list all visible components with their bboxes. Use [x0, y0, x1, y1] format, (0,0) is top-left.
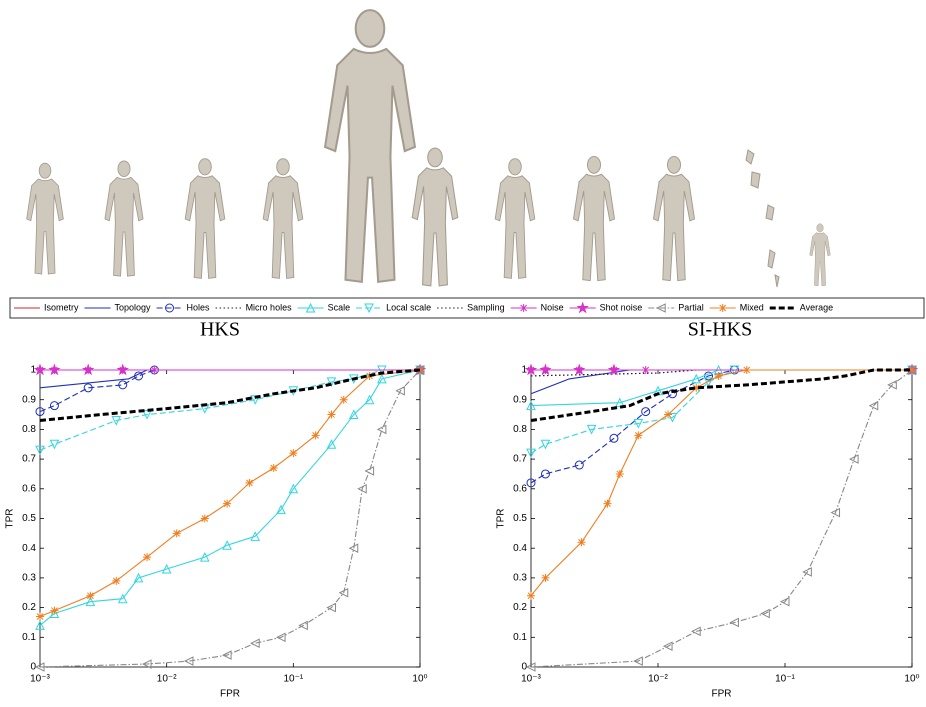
y-tick-label: 0.6	[22, 483, 36, 494]
marker	[578, 538, 586, 546]
legend-marker	[520, 304, 528, 312]
y-tick-label: 0.4	[22, 543, 36, 554]
y-tick-label: 0.2	[22, 602, 36, 613]
marker	[223, 500, 231, 508]
legend-label: Mixed	[740, 302, 764, 312]
marker	[50, 607, 58, 615]
y-tick-label: 1	[521, 365, 527, 376]
legend-label: Scale	[328, 302, 351, 312]
plot-frame	[531, 370, 912, 667]
marker	[575, 461, 583, 469]
marker	[50, 440, 58, 448]
x-tick-label: 10⁰	[412, 674, 427, 685]
figure: Isometry Topology Holes Micro holes Scale Loc…	[0, 0, 926, 702]
legend-label: Shot noise	[600, 302, 643, 312]
series-line	[40, 370, 420, 388]
marker	[616, 470, 624, 478]
legend-marker	[719, 304, 727, 312]
marker	[541, 574, 549, 582]
legend-label: Noise	[541, 302, 564, 312]
legend-label: Sampling	[467, 302, 505, 312]
legend-label: Holes	[187, 302, 211, 312]
y-tick-label: 0.8	[513, 424, 527, 435]
y-tick-label: 0.1	[513, 632, 527, 643]
y-tick-label: 0.4	[513, 543, 527, 554]
x-axis-label: FPR	[712, 689, 732, 700]
y-tick-label: 0.7	[22, 454, 36, 465]
legend-label: Average	[800, 302, 833, 312]
marker	[634, 431, 642, 439]
y-tick-label: 0.3	[513, 573, 527, 584]
y-tick-label: 0.5	[22, 513, 36, 524]
marker	[50, 402, 58, 410]
marker	[251, 639, 259, 647]
chart-title: SI-HKS	[688, 319, 752, 341]
y-tick-label: 0.9	[22, 394, 36, 405]
marker	[378, 425, 386, 433]
legend-label: Partial	[678, 302, 704, 312]
series-line	[531, 370, 912, 421]
marker	[143, 553, 151, 561]
marker	[541, 440, 549, 448]
y-axis-label: TPR	[496, 509, 507, 529]
y-tick-label: 0.8	[22, 424, 36, 435]
marker	[527, 592, 535, 600]
y-axis-label: TPR	[5, 509, 16, 529]
marker	[270, 464, 278, 472]
marker	[715, 372, 723, 380]
series-line	[40, 370, 420, 617]
marker	[201, 515, 209, 523]
y-tick-label: 0.1	[22, 632, 36, 643]
marker	[36, 613, 44, 621]
y-tick-label: 1	[30, 365, 36, 376]
marker	[664, 411, 672, 419]
x-tick-label: 10⁰	[904, 674, 919, 685]
marker	[541, 470, 549, 478]
marker	[289, 449, 297, 457]
x-tick-label: 10⁻¹	[775, 674, 795, 685]
y-tick-label: 0.7	[513, 454, 527, 465]
marker	[173, 529, 181, 537]
shape-figures	[27, 10, 831, 287]
chart-title: HKS	[200, 319, 240, 341]
y-tick-label: 0.6	[513, 483, 527, 494]
marker	[112, 577, 120, 585]
marker	[86, 592, 94, 600]
x-tick-label: 10⁻³	[30, 674, 50, 685]
y-tick-label: 0.3	[22, 573, 36, 584]
marker	[340, 396, 348, 404]
x-axis-label: FPR	[220, 689, 240, 700]
marker	[603, 500, 611, 508]
marker	[312, 431, 320, 439]
legend-label: Isometry	[44, 302, 79, 312]
x-tick-label: 10⁻²	[648, 674, 668, 685]
legend-label: Local scale	[386, 302, 431, 312]
marker	[366, 467, 374, 475]
marker	[327, 411, 335, 419]
y-tick-label: 0.2	[513, 602, 527, 613]
marker	[743, 366, 751, 374]
series-line	[40, 370, 420, 625]
y-tick-label: 0.9	[513, 394, 527, 405]
x-tick-label: 10⁻³	[521, 674, 541, 685]
x-tick-label: 10⁻²	[157, 674, 177, 685]
series-line	[40, 370, 420, 421]
series-line	[531, 370, 912, 667]
x-tick-label: 10⁻¹	[283, 674, 303, 685]
y-tick-label: 0.5	[513, 513, 527, 524]
legend-label: Topology	[115, 302, 152, 312]
legend-label: Micro holes	[246, 302, 293, 312]
marker	[245, 479, 253, 487]
